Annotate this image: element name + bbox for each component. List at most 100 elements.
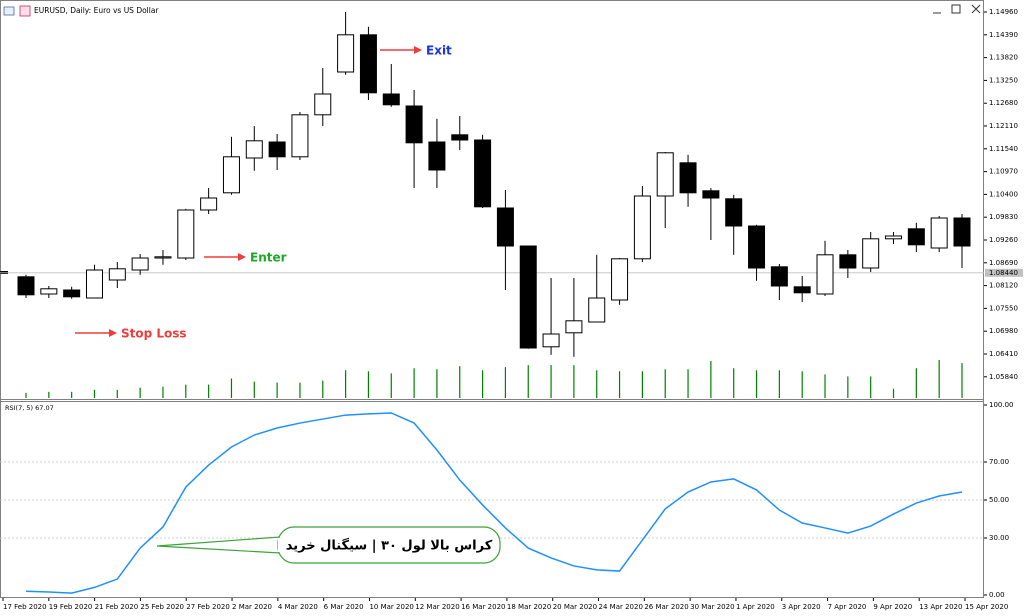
x-tick-label: 21 Feb 2020 [95,603,139,611]
annotation: Enter [250,251,287,265]
x-tick-label: 27 Feb 2020 [186,603,230,611]
y-tick-label: 1.09830 [989,213,1018,221]
candle-body [907,228,925,246]
y-tick-label: 30.00 [989,534,1009,542]
candle-body [793,286,811,294]
y-tick-label: 1.06410 [989,350,1018,358]
x-tick-label: 16 Mar 2020 [461,603,505,611]
x-tick-label: 17 Feb 2020 [3,603,47,611]
candle-body [679,162,697,194]
x-tick-label: 7 Apr 2020 [828,603,867,611]
window-buttons[interactable] [933,4,981,14]
annotation: Exit [426,44,452,58]
x-tick-label: 13 Apr 2020 [919,603,962,611]
y-tick-label: 1.05840 [989,373,1018,381]
candle-body [885,235,903,240]
last-price-box [985,268,1023,277]
y-tick-label: 1.08690 [989,259,1018,267]
x-tick-label: 2 Mar 2020 [232,603,272,611]
candle-body [839,254,857,269]
x-tick-label: 24 Mar 2020 [599,603,643,611]
window-icon [19,5,31,17]
x-tick-label: 15 Apr 2020 [965,603,1008,611]
x-tick-label: 9 Apr 2020 [873,603,912,611]
candle-body [405,105,423,144]
candle-body [633,195,651,260]
arrow-head [238,253,246,261]
x-tick-label: 26 Mar 2020 [644,603,688,611]
x-tick-label: 18 Mar 2020 [507,603,551,611]
last-price-label: 1.08440 [989,269,1018,277]
x-tick-label: 4 Mar 2020 [278,603,318,611]
x-tick-label: 25 Feb 2020 [140,603,184,611]
candle-body [496,207,514,247]
candle-body [40,288,58,295]
candle-body [953,217,971,247]
maximize-button[interactable] [951,4,961,14]
candle-body [63,289,81,298]
candle-body [770,266,788,287]
x-tick-label: 20 Mar 2020 [553,603,597,611]
candle-body [131,257,149,271]
y-tick-label: 1.14390 [989,31,1018,39]
annotation: Stop Loss [121,327,187,341]
x-tick-label: 1 Apr 2020 [736,603,775,611]
candle-body [519,245,537,349]
x-tick-label: 10 Mar 2020 [369,603,413,611]
candle-body [337,34,355,73]
candle-body [268,141,286,158]
candle-body [85,269,103,299]
y-tick-label: 100.00 [989,401,1014,409]
x-tick-label: 6 Mar 2020 [324,603,364,611]
x-tick-label: 12 Mar 2020 [415,603,459,611]
x-tick-label: 19 Feb 2020 [49,603,93,611]
candle-body [565,320,583,334]
window-icon [3,6,15,16]
candle-body [428,141,446,171]
candle-body [542,333,560,348]
x-tick-label: 3 Apr 2020 [782,603,821,611]
y-tick-label: 1.10970 [989,168,1018,176]
candle-body [748,225,766,269]
y-tick-label: 1.13250 [989,76,1018,84]
candle-body [154,256,172,259]
y-tick-label: 0.00 [989,591,1005,599]
y-tick-label: 1.06980 [989,327,1018,335]
y-tick-label: 50.00 [989,496,1009,504]
y-tick-label: 70.00 [989,458,1009,466]
candle-body [474,139,492,208]
y-tick-label: 1.12680 [989,99,1018,107]
candle-body [245,140,263,159]
y-tick-label: 1.12110 [989,122,1018,130]
y-tick-label: 1.08120 [989,282,1018,290]
candle-body [702,190,720,199]
callout-text: کراس بالا لول ۳۰ | سیگنال خرید [286,538,493,554]
candle-body [200,197,218,211]
y-tick-label: 1.07550 [989,304,1018,312]
candle-body [359,34,377,94]
candle-body [930,217,948,249]
candle-body [314,93,332,116]
close-button[interactable] [971,4,981,14]
candle-body [382,93,400,106]
rsi-line [25,412,963,594]
chart-title: EURUSD, Daily: Euro vs US Dollar [34,6,159,15]
arrow-head [414,46,422,54]
candle-body [108,268,126,281]
candle-body [588,297,606,323]
candle-body [611,258,629,301]
chart-frame [0,0,984,598]
x-tick-label: 30 Mar 2020 [690,603,734,611]
candle-body [177,209,195,259]
candle-body [656,152,674,197]
candle-body [17,276,35,296]
candle-body [291,114,309,158]
arrow-head [109,329,117,337]
y-tick-label: 1.11540 [989,145,1018,153]
candle-body [816,254,834,295]
indicator-title: RSI(7, 5) 67.07 [5,404,54,412]
candle-body [725,198,743,227]
candle-body [222,156,240,194]
